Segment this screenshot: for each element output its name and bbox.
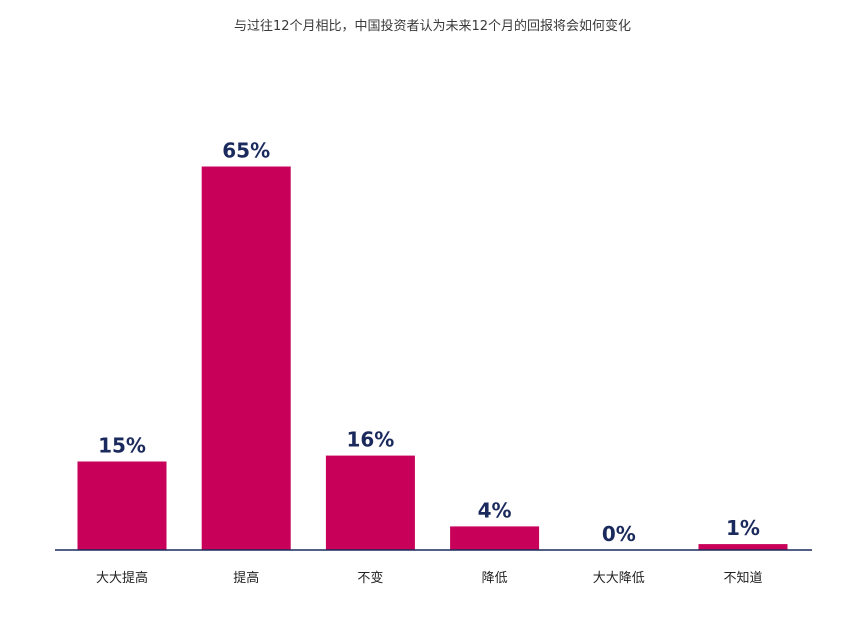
- category-label-6: 不知道: [723, 570, 762, 586]
- value-label-2: 65%: [222, 139, 270, 163]
- category-label-5: 大大降低: [593, 571, 645, 586]
- bars-group: [77, 166, 788, 550]
- category-label-4: 降低: [482, 571, 508, 586]
- bar-2: [201, 166, 291, 550]
- bar-6: [698, 544, 788, 550]
- value-label-5: 0%: [602, 522, 636, 546]
- chart-title: 与过往12个月相比，中国投资者认为未来12个月的回报将会如何变化: [233, 19, 632, 34]
- bar-1: [77, 461, 167, 550]
- bar-3: [325, 455, 415, 550]
- value-label-4: 4%: [478, 498, 512, 522]
- category-labels-group: 大大提高 提高 不变 降低 大大降低 不知道: [96, 570, 763, 586]
- value-labels-group: 15% 65% 16% 4% 0% 1%: [98, 139, 760, 547]
- value-label-1: 15%: [98, 434, 146, 458]
- value-label-3: 16%: [346, 428, 394, 452]
- category-label-2: 提高: [233, 570, 259, 586]
- category-label-3: 不变: [357, 570, 383, 586]
- category-label-1: 大大提高: [96, 570, 148, 586]
- bar-4: [450, 526, 540, 550]
- value-label-6: 1%: [726, 516, 760, 540]
